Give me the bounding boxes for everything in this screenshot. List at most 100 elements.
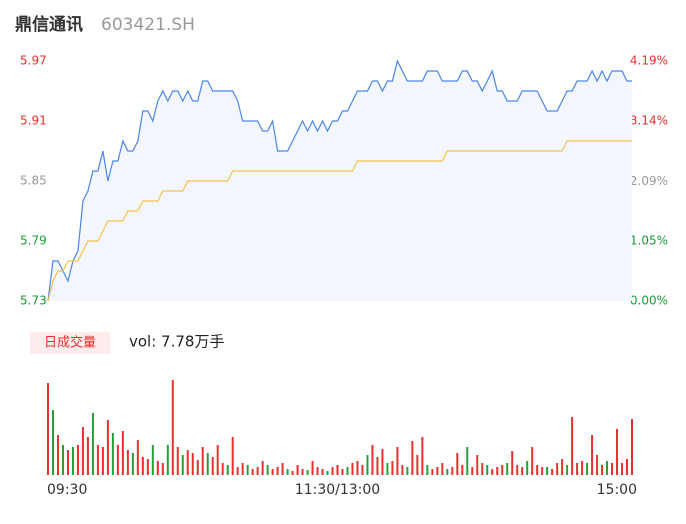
volume-bar (566, 465, 569, 475)
volume-bar (396, 447, 399, 475)
volume-bar (526, 461, 529, 475)
volume-bar (216, 445, 219, 475)
volume-bar (356, 461, 359, 475)
volume-bar (436, 467, 439, 475)
volume-bar (571, 417, 574, 475)
volume-bar (316, 467, 319, 475)
volume-bar (111, 433, 114, 475)
volume-bar (431, 469, 434, 475)
volume-bar (376, 457, 379, 475)
volume-bar (591, 435, 594, 475)
volume-bar (361, 465, 364, 475)
volume-bar (496, 467, 499, 475)
y-tick-label: 5.79 (20, 234, 47, 248)
volume-bar (66, 450, 69, 475)
volume-bar (346, 467, 349, 475)
volume-bar (556, 463, 559, 475)
volume-bar (446, 469, 449, 475)
volume-bar (546, 467, 549, 475)
volume-bar (326, 471, 329, 475)
volume-bar (171, 380, 174, 475)
volume-bar (126, 450, 129, 475)
volume-bar (151, 445, 154, 475)
volume-bar (81, 427, 84, 475)
volume-bar (296, 465, 299, 475)
volume-bar (406, 467, 409, 475)
volume-bar (441, 463, 444, 475)
volume-summary: vol: 7.78万手 (129, 333, 224, 351)
volume-bar (586, 463, 589, 475)
average-line (47, 140, 632, 302)
volume-bar (306, 470, 309, 475)
volume-bar (236, 467, 239, 475)
volume-bar (491, 469, 494, 475)
volume-bar (506, 463, 509, 475)
volume-bar (471, 467, 474, 475)
volume-bar (611, 463, 614, 475)
volume-bar (626, 459, 629, 475)
volume-bar (411, 441, 414, 475)
y2-tick-label: 1.05% (630, 233, 668, 247)
volume-bar (286, 469, 289, 475)
volume-bar (106, 420, 109, 475)
volume-bar (401, 465, 404, 475)
volume-bar (206, 453, 209, 475)
volume-bar (386, 463, 389, 475)
y-tick-label: 5.73 (20, 294, 47, 308)
volume-bar (601, 465, 604, 475)
volume-label: 日成交量 (44, 335, 96, 351)
volume-bar (166, 445, 169, 475)
volume-bar (291, 471, 294, 475)
volume-bar (251, 469, 254, 475)
y-tick-label: 5.91 (20, 114, 47, 128)
volume-bar (61, 445, 64, 475)
x-tick-label: 09:30 (47, 482, 87, 498)
volume-bar (576, 463, 579, 475)
volume-bar (241, 463, 244, 475)
volume-bar (71, 447, 74, 475)
stock-code: 603421.SH (101, 15, 195, 35)
volume-bar (201, 447, 204, 475)
volume-bar (341, 469, 344, 475)
volume-bar (596, 455, 599, 475)
volume-bar (211, 457, 214, 475)
volume-bar (461, 465, 464, 475)
volume-bar (351, 463, 354, 475)
volume-bar (561, 459, 564, 475)
price-area (48, 61, 632, 301)
volume-bar (631, 419, 633, 475)
volume-bar (616, 429, 619, 475)
volume-bar (176, 447, 179, 475)
volume-bar (276, 467, 279, 475)
volume-bar (221, 463, 224, 475)
price-line (47, 59, 632, 302)
volume-bar (541, 467, 544, 475)
volume-bar (581, 461, 584, 475)
volume-bar (466, 447, 469, 475)
volume-bar (311, 461, 314, 475)
volume-bar (516, 465, 519, 475)
volume-bar (321, 469, 324, 475)
y-tick-label: 5.97 (20, 54, 47, 68)
volume-bar (271, 469, 274, 475)
stock-name: 鼎信通讯 (15, 14, 83, 35)
x-tick-label: 11:30/13:00 (295, 482, 380, 498)
volume-bar (486, 465, 489, 475)
volume-bar (336, 465, 339, 475)
volume-bar (161, 463, 164, 475)
volume-bar (426, 465, 429, 475)
volume-bar (186, 450, 189, 475)
volume-bar (181, 455, 184, 475)
volume-bar (141, 457, 144, 475)
volume-bar (156, 461, 159, 475)
volume-bar (371, 445, 374, 475)
y2-tick-label: 0.00% (630, 294, 668, 308)
volume-bar (481, 463, 484, 475)
volume-bar (551, 469, 554, 475)
y-tick-label: 5.85 (20, 174, 47, 188)
volume-bar (281, 463, 284, 475)
volume-bar (301, 469, 304, 475)
volume-bar (261, 461, 264, 475)
volume-bar (391, 461, 394, 475)
